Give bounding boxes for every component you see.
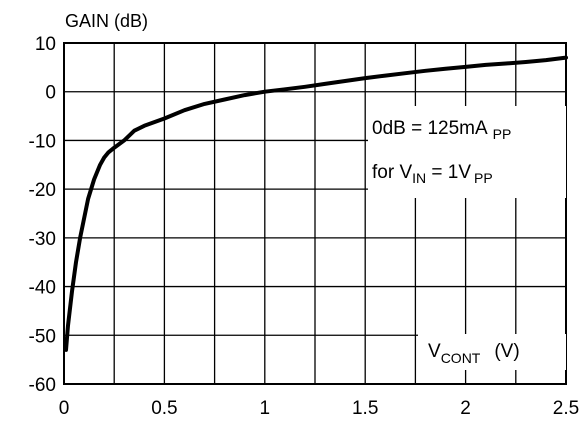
y-tick-label: -50 [29,326,56,347]
x-tick-label: 1 [260,398,271,419]
y-tick-labels: 10 0 -10 -20 -30 -40 -50 -60 [29,34,56,396]
x-axis-label: VCONT (V) [428,341,520,366]
y-tick-label: -10 [29,131,56,152]
y-axis-label: GAIN (dB) [65,11,148,31]
y-tick-label: 10 [35,34,56,55]
x-tick-label: 0 [59,398,70,419]
y-tick-label: -30 [29,229,56,250]
x-tick-labels: 0 0.5 1 1.5 2 2.5 [59,398,580,419]
grid [64,43,566,384]
annotation-line-1: 0dB = 125mA PP [372,118,511,142]
x-tick-label: 0.5 [151,398,177,419]
x-tick-label: 1.5 [352,398,378,419]
x-axis-label-box [418,334,566,370]
y-tick-label: -40 [29,278,56,299]
plot-frame [63,42,567,385]
gain-curve [64,55,568,352]
y-tick-label: -60 [29,375,56,396]
annotation-line-2: for VIN = 1V PP [372,162,493,186]
y-tick-label: -20 [29,180,56,201]
series-layer [64,55,568,352]
annotation-box [368,106,566,198]
x-tick-label: 2.5 [553,398,579,419]
y-tick-label: 0 [45,83,56,104]
x-tick-label: 2 [460,398,471,419]
